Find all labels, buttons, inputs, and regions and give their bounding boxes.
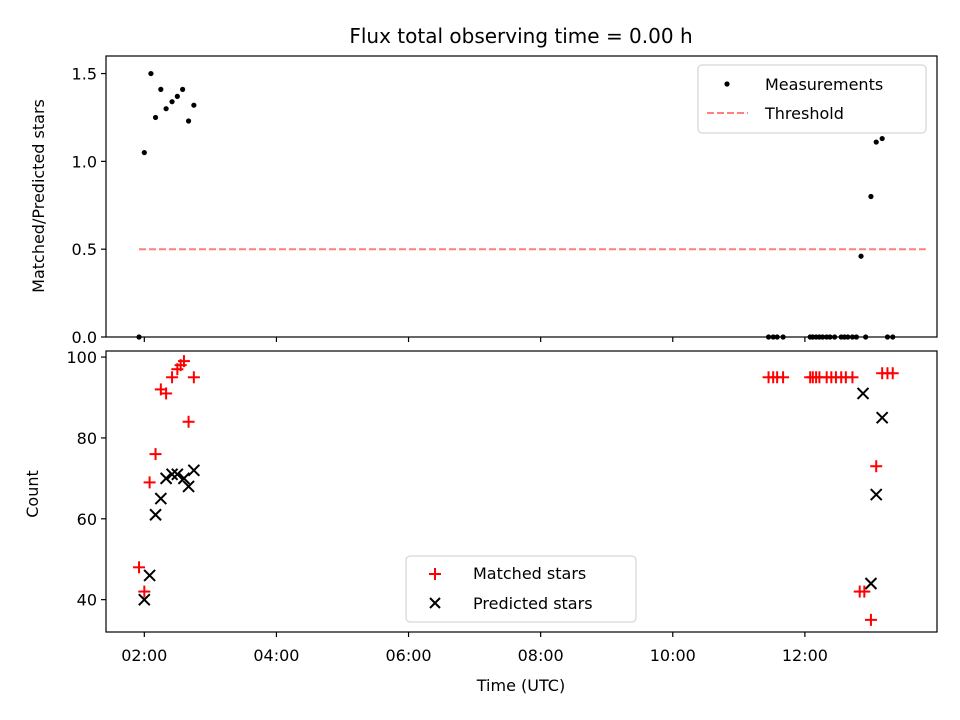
legend-measurements-marker (724, 81, 730, 87)
legend-measurements-label: Measurements (765, 75, 883, 94)
ratio-panel-frame (105, 55, 938, 338)
measurements-point (873, 139, 879, 145)
y-tick-label: 100 (66, 348, 97, 367)
y-tick-label: 1.5 (72, 65, 97, 84)
predicted-stars-point (875, 411, 889, 424)
count-panel: 40 60 80 100 02:00 04:00 06:00 08:00 10:00 12:00… (23, 348, 938, 695)
matched-stars-point (166, 371, 179, 384)
x-tick-label: 08:00 (518, 646, 564, 665)
matched-stars-point (858, 585, 871, 598)
legend-matched-label: Matched stars (473, 564, 586, 583)
x-tick-label: 06:00 (385, 646, 431, 665)
y-tick-label: 0.0 (72, 328, 97, 347)
x-tick-label: 02:00 (121, 646, 167, 665)
measurements-point (174, 93, 180, 99)
measurements-point (858, 253, 864, 259)
x-tick-label: 10:00 (650, 646, 696, 665)
ratio-panel: 0.0 0.5 1.0 1.5 Matched/Predicted stars Mea… (29, 55, 938, 347)
ratio-legend-box (697, 64, 927, 134)
x-tick-label: 04:00 (253, 646, 299, 665)
count-legend-box (405, 555, 637, 623)
measurements-point (169, 99, 175, 105)
predicted-stars-point (165, 468, 179, 481)
y-tick-label: 80 (77, 429, 97, 448)
measurements-point (185, 118, 192, 124)
measurements-point (163, 106, 169, 112)
matched-stars-point (870, 460, 883, 473)
legend-predicted-label: Predicted stars (473, 594, 593, 613)
predicted-stars-point (149, 508, 162, 521)
y-tick-label: 0.5 (72, 240, 97, 259)
matched-stars-point (187, 371, 200, 384)
matched-stars-point (138, 585, 151, 598)
matched-stars-point (149, 448, 162, 461)
predicted-stars-point (143, 569, 156, 582)
measurements-point (152, 114, 159, 121)
y-tick-label: 40 (77, 591, 97, 610)
predicted-stars-point (171, 468, 184, 481)
predicted-stars-point (870, 488, 883, 501)
y-tick-label: 1.0 (72, 152, 97, 171)
matched-stars-point (133, 561, 146, 574)
measurements-point (879, 135, 885, 142)
legend-matched-marker (429, 568, 441, 580)
measurements-point (148, 70, 154, 77)
chart-title: Flux total observing time = 0.00 h (349, 24, 692, 48)
x-axis-label: Time (UTC) (476, 676, 565, 695)
count-y-axis-label: Count (23, 470, 42, 518)
count-panel-frame (105, 350, 938, 633)
measurements-point (868, 193, 874, 200)
predicted-stars-point (159, 472, 173, 485)
predicted-stars-point (856, 387, 870, 400)
matched-stars-point (143, 476, 156, 489)
predicted-stars-point (138, 593, 151, 606)
predicted-stars-point (187, 464, 201, 477)
matched-stars-point (886, 367, 899, 380)
x-tick-label: 12:00 (782, 646, 828, 665)
matched-stars-point (182, 415, 195, 428)
measurements-point (191, 102, 197, 108)
matched-stars-point (777, 371, 790, 384)
ratio-y-axis-label: Matched/Predicted stars (29, 99, 48, 293)
predicted-stars-point (177, 472, 191, 485)
ratio-legend: Measurements Threshold (697, 64, 927, 134)
predicted-stars-point (154, 492, 168, 505)
y-tick-label: 60 (77, 510, 97, 529)
measurements-point (141, 149, 147, 156)
matched-stars-point (177, 355, 190, 368)
measurements-point (158, 86, 164, 92)
matched-stars-point (160, 387, 173, 400)
matched-stars-point (846, 371, 859, 384)
predicted-stars-point (182, 480, 195, 493)
legend-threshold-label: Threshold (764, 104, 844, 123)
count-legend: Matched stars Predicted stars (405, 555, 637, 623)
predicted-stars-point (864, 577, 878, 590)
matched-stars-point (864, 613, 877, 626)
measurements-point (180, 86, 186, 92)
legend-predicted-marker (429, 597, 441, 609)
